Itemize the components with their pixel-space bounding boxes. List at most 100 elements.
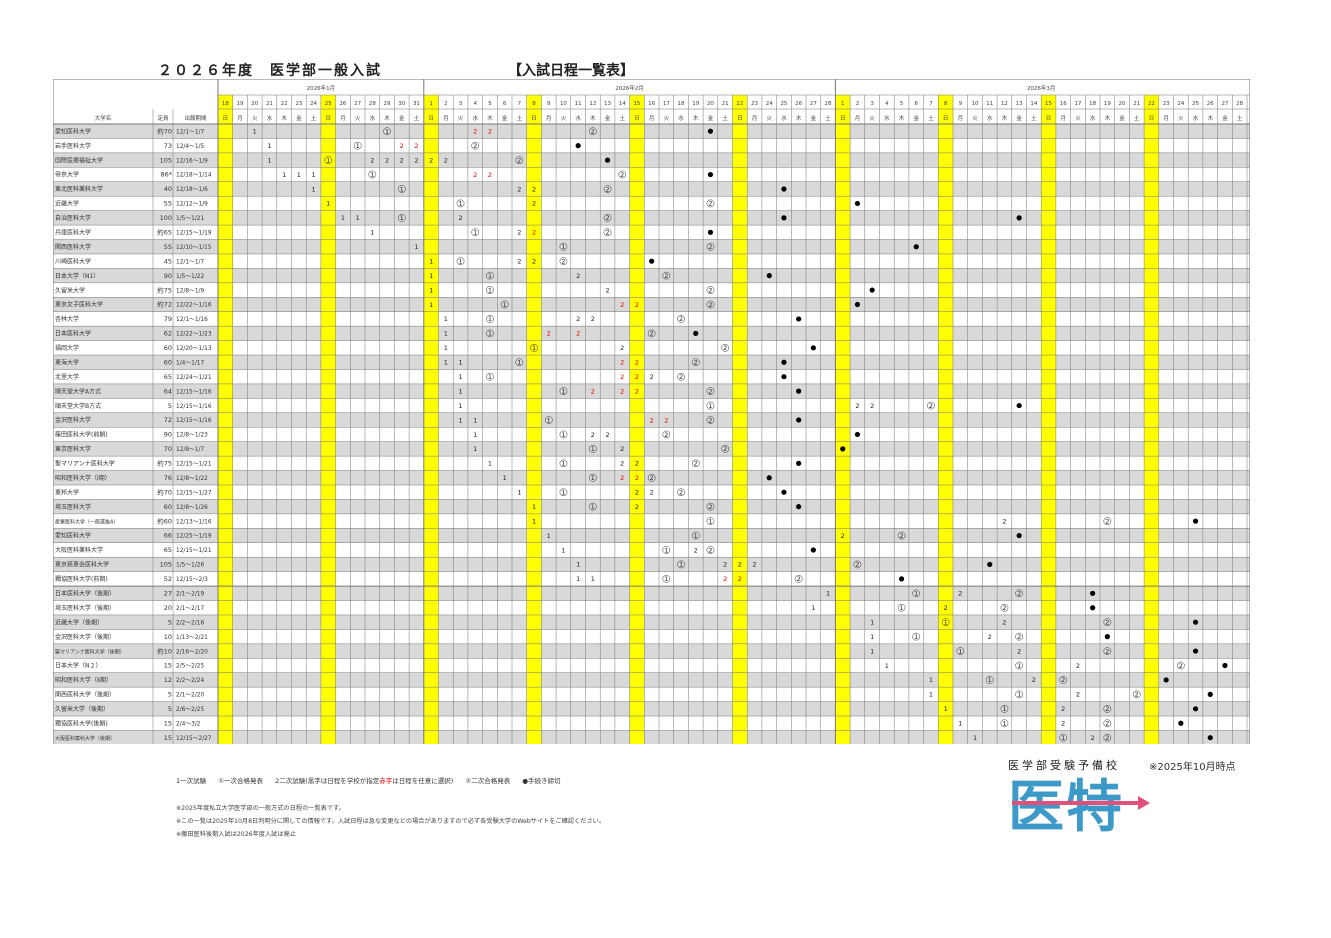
univ-period: 2/2～2/24 — [176, 678, 204, 684]
exam-mark: 2 — [635, 373, 639, 381]
pass-announce-mark: 1 — [400, 214, 404, 222]
exam-mark: 2 — [620, 344, 624, 352]
month-label: 2026年3月 — [1027, 84, 1056, 92]
deadline-dot — [796, 460, 802, 466]
weekday-label: 木 — [693, 114, 699, 122]
exam-mark: 1 — [532, 517, 536, 525]
weekday-label: 水 — [678, 114, 684, 122]
weekday-label: 土 — [619, 114, 625, 122]
exam-mark: 1 — [944, 705, 948, 713]
pass-announce-mark: 1 — [385, 128, 389, 136]
pass-circle — [383, 127, 391, 136]
pass-announce-mark: 1 — [488, 373, 492, 381]
pass-circle — [559, 430, 568, 439]
exam-mark: 2 — [855, 402, 859, 410]
col-quota-header: 定員 — [157, 114, 169, 122]
exam-mark: 1 — [458, 416, 462, 424]
deadline-dot — [1178, 720, 1184, 726]
univ-name: 獨協医科大学(後期) — [55, 719, 108, 727]
exam-mark: 2 — [650, 489, 654, 497]
pass-announce-mark: 2 — [929, 402, 933, 410]
exam-mark: 2 — [635, 489, 639, 497]
day-number: 10 — [972, 101, 979, 107]
univ-quota: 60 — [164, 503, 172, 511]
day-number: 29 — [384, 101, 391, 107]
weekday-label: 金 — [296, 114, 302, 122]
pass-circle — [721, 343, 730, 352]
univ-name: 関西医科大学 — [55, 243, 91, 251]
pass-circle — [603, 228, 612, 237]
univ-period: 12/15～1/21 — [176, 548, 212, 554]
pass-announce-mark: 1 — [664, 575, 668, 583]
weekday-label: 月 — [546, 115, 552, 122]
day-number: 20 — [1119, 101, 1126, 107]
weekday-label: 火 — [458, 116, 464, 122]
pass-circle — [515, 156, 524, 164]
univ-name: 愛知医科大学 — [55, 127, 91, 135]
pass-announce-mark: 2 — [1105, 618, 1109, 626]
day-number: 15 — [633, 101, 640, 107]
weekday-label: 火 — [1178, 116, 1184, 122]
univ-name: 順天堂大学A方式 — [55, 387, 101, 395]
weekday-label: 月 — [752, 115, 758, 122]
univ-quota: 45 — [164, 257, 172, 265]
univ-period: 12/8～1/26 — [176, 505, 208, 511]
exam-mark: 1 — [267, 156, 271, 164]
pass-circle — [927, 401, 935, 410]
univ-quota: 65 — [164, 546, 172, 554]
pass-announce-mark: 2 — [1017, 633, 1021, 641]
legend-red-desc: は日程を任意に選択) — [392, 777, 454, 785]
pass-announce-mark: 2 — [708, 286, 712, 294]
exam-mark: 1 — [576, 575, 580, 583]
exam-mark: 2 — [1091, 734, 1095, 742]
pass-circle — [530, 343, 538, 352]
exam-mark: 2 — [414, 142, 418, 150]
day-number: 16 — [648, 101, 655, 107]
pass-announce-mark: 2 — [708, 387, 712, 395]
pass-circle — [1015, 661, 1024, 670]
univ-quota: 70 — [164, 445, 172, 453]
pass-circle — [486, 315, 494, 323]
exam-mark: 1 — [444, 359, 448, 367]
day-number: 22 — [1148, 101, 1155, 107]
day-number: 12 — [1001, 101, 1008, 107]
exam-mark: 2 — [650, 373, 654, 381]
deadline-dot — [854, 301, 861, 308]
exam-mark: 2 — [723, 561, 727, 569]
pass-circle — [456, 257, 465, 266]
exam-mark: 2 — [958, 590, 962, 598]
day-number: 23 — [1163, 101, 1170, 107]
univ-name: 愛知医科大学 — [55, 532, 91, 540]
exam-mark: 1 — [341, 214, 345, 222]
pass-announce-mark: 1 — [488, 315, 492, 323]
legend-red-note: 赤字 — [379, 777, 393, 785]
weekday-label: 月 — [237, 115, 243, 122]
day-number: 19 — [1104, 101, 1111, 107]
day-number: 2 — [444, 101, 448, 107]
day-number: 20 — [707, 101, 714, 107]
deadline-dot — [898, 576, 905, 582]
day-number: 8 — [532, 101, 536, 107]
day-number: 6 — [503, 101, 507, 107]
exam-mark: 1 — [429, 301, 433, 309]
univ-period: 12/22～1/23 — [176, 332, 212, 338]
univ-period: 12/15～2/27 — [176, 736, 212, 742]
exam-mark: 2 — [576, 330, 580, 338]
univ-period: 12/8～1/23 — [176, 433, 208, 439]
deadline-dot — [1192, 619, 1199, 625]
exam-mark: 2 — [488, 171, 492, 179]
pass-announce-mark: 1 — [1061, 734, 1065, 742]
day-number: 23 — [751, 101, 758, 107]
exam-mark: 1 — [458, 359, 462, 367]
day-number: 27 — [354, 101, 361, 107]
exam-mark: 1 — [547, 532, 551, 540]
exam-mark: 2 — [664, 416, 668, 424]
day-number: 6 — [915, 101, 919, 107]
weekday-label: 土 — [928, 114, 934, 122]
pass-circle — [706, 387, 715, 395]
univ-name: 大阪医科薬科大学 — [55, 546, 103, 554]
univ-name: 金沢医科大学（後期） — [55, 633, 115, 641]
pass-circle — [956, 647, 965, 655]
day-number: 9 — [547, 101, 551, 107]
pass-announce-mark: 2 — [650, 330, 654, 338]
